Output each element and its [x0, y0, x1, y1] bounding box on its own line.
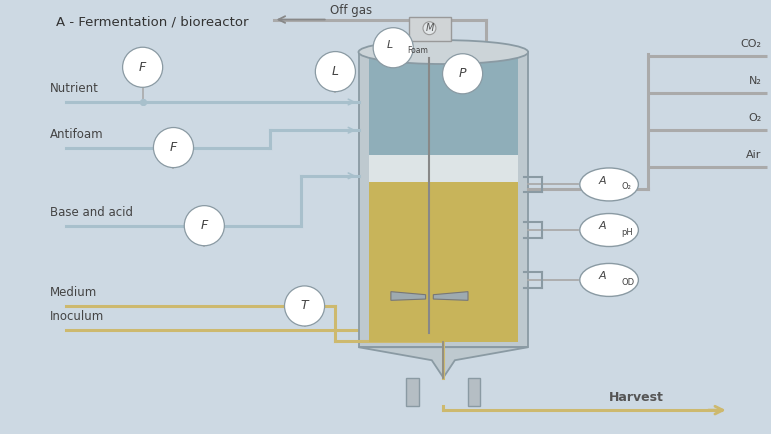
Text: F: F — [170, 141, 177, 154]
Polygon shape — [433, 292, 468, 300]
Bar — [468, 378, 480, 406]
Bar — [406, 378, 419, 406]
Ellipse shape — [123, 47, 163, 87]
Text: N₂: N₂ — [749, 76, 762, 86]
Ellipse shape — [373, 28, 413, 68]
Bar — [409, 17, 451, 41]
Text: F: F — [200, 219, 208, 232]
Text: M: M — [426, 23, 433, 33]
Text: L: L — [386, 39, 392, 50]
Text: Nutrient: Nutrient — [50, 82, 99, 95]
Text: pH: pH — [621, 228, 633, 237]
Text: Off gas: Off gas — [330, 4, 372, 17]
Text: A - Fermentation / bioreactor: A - Fermentation / bioreactor — [56, 15, 248, 28]
Circle shape — [580, 168, 638, 201]
Text: P: P — [459, 67, 466, 80]
Text: Antifoam: Antifoam — [50, 128, 104, 141]
Bar — [359, 52, 528, 347]
Text: T: T — [301, 299, 308, 312]
Bar — [369, 155, 518, 182]
Text: A: A — [598, 221, 606, 231]
Text: Foam: Foam — [407, 46, 428, 55]
Circle shape — [580, 214, 638, 247]
Polygon shape — [359, 347, 528, 378]
Bar — [369, 58, 518, 155]
Text: CO₂: CO₂ — [741, 39, 762, 49]
Polygon shape — [391, 292, 426, 300]
Text: Inoculum: Inoculum — [50, 310, 104, 323]
Text: Medium: Medium — [50, 286, 97, 299]
Bar — [369, 182, 518, 342]
Ellipse shape — [284, 286, 325, 326]
Ellipse shape — [359, 40, 528, 64]
Text: F: F — [139, 61, 146, 74]
Text: A: A — [598, 271, 606, 281]
Text: OD: OD — [621, 278, 635, 286]
Text: Harvest: Harvest — [609, 391, 664, 404]
Circle shape — [580, 263, 638, 296]
Ellipse shape — [315, 52, 355, 92]
Text: Base and acid: Base and acid — [50, 206, 133, 219]
Text: L: L — [332, 65, 339, 78]
Text: A: A — [598, 175, 606, 186]
Text: Air: Air — [746, 150, 762, 160]
Ellipse shape — [153, 128, 194, 168]
Ellipse shape — [184, 206, 224, 246]
Text: O₂: O₂ — [621, 182, 631, 191]
Text: O₂: O₂ — [749, 113, 762, 123]
Ellipse shape — [443, 54, 483, 94]
